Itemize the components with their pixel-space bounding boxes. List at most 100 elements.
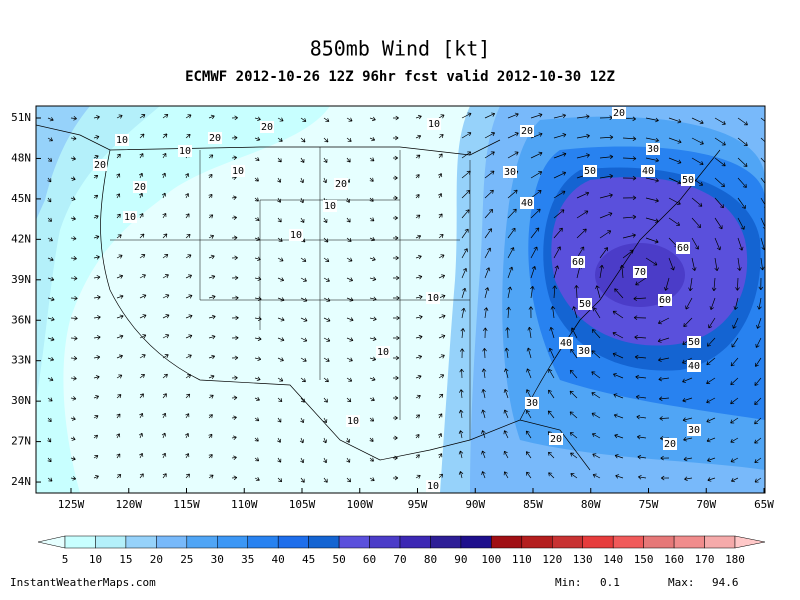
wind-arrow (415, 334, 423, 340)
contour-label-bg (676, 242, 690, 254)
wind-arrow (47, 457, 52, 463)
wind-arrow (530, 171, 543, 179)
wind-arrow (392, 295, 400, 301)
wind-arrow (323, 297, 331, 302)
colorbar-box (643, 535, 675, 549)
colorbar-high (734, 535, 766, 549)
wind-arrow (323, 377, 329, 383)
colorbar-box (95, 535, 127, 549)
wind-arrow (548, 472, 555, 479)
wind-arrow (323, 237, 329, 243)
wind-arrow (415, 374, 422, 380)
wind-arrow (47, 397, 53, 402)
wind-arrow (208, 454, 213, 459)
wind-arrow (636, 434, 647, 440)
wind-arrow (530, 208, 541, 219)
colorbar-box (673, 535, 705, 549)
colorbar-label: 20 (150, 553, 163, 566)
wind-arrow (668, 197, 681, 205)
wind-arrow (231, 155, 237, 161)
wind-arrow (254, 476, 260, 482)
wind-arrow (461, 209, 470, 219)
wind-arrow (599, 264, 604, 279)
lon-label: 110W (231, 498, 258, 511)
wind-arrow (635, 374, 647, 380)
wind-arrow (438, 294, 446, 299)
wind-arrow (599, 193, 613, 199)
wind-arrow (507, 208, 517, 219)
wind-arrow (592, 453, 601, 459)
wind-arrow (709, 297, 716, 310)
wind-arrow (231, 275, 239, 281)
wind-arrow (484, 228, 492, 239)
contour-label: 30 (647, 144, 659, 155)
colorbar-label: 180 (725, 553, 745, 566)
colorbar: 5 10 15 20 25 30 35 40 45 50 60 70 80 90 100 110 120 130 1… (37, 535, 766, 566)
wind-arrow (116, 153, 121, 159)
wind-arrow (300, 477, 305, 483)
wind-arrow (323, 157, 328, 163)
wind-arrow (633, 315, 647, 320)
wind-arrow (614, 433, 624, 439)
wind-arrow (70, 256, 77, 261)
wind-arrow (185, 374, 192, 379)
lon-label: 125W (58, 498, 85, 511)
wind-arrow (185, 294, 193, 299)
wind-arrow (754, 437, 762, 444)
wind-arrow (622, 249, 634, 259)
wind-arrow (139, 334, 147, 339)
wind-arrow (346, 317, 354, 322)
wind-arrow (415, 114, 422, 120)
wind-arrow (506, 306, 511, 319)
wind-arrow (254, 256, 261, 262)
wind-arrow (691, 217, 702, 229)
wind-arrow (323, 137, 329, 143)
wind-arrow (47, 356, 54, 362)
wind-arrow (300, 277, 307, 282)
wind-arrow (482, 348, 487, 359)
wind-arrow (570, 452, 578, 459)
wind-arrow (438, 314, 446, 319)
wind-arrow (277, 457, 282, 463)
wind-arrow (185, 133, 191, 139)
lon-label: 90W (465, 498, 485, 511)
wind-arrow (346, 117, 353, 122)
lat-label: 42N (11, 232, 31, 245)
wind-arrow (507, 227, 516, 239)
wind-arrow (323, 397, 328, 403)
wind-arrow (530, 190, 542, 199)
contour-label-bg (93, 159, 107, 171)
wind-arrow (595, 285, 601, 299)
wind-arrow (706, 437, 716, 443)
wind-arrow (503, 450, 509, 459)
wind-arrow (591, 433, 601, 439)
lon-label: 65W (754, 498, 774, 511)
wind-arrow (645, 257, 658, 266)
contour-label-bg (681, 174, 695, 186)
wind-arrow (93, 315, 101, 320)
wind-arrow (231, 315, 239, 321)
colorbar-box (156, 535, 188, 549)
wind-arrow (392, 275, 400, 281)
wind-arrow (659, 416, 670, 421)
wind-arrow (461, 228, 469, 239)
wind-arrow (346, 477, 351, 483)
wind-arrow (576, 191, 590, 199)
wind-arrow (415, 294, 423, 300)
wind-arrow (70, 396, 77, 401)
wind-arrow (70, 176, 76, 181)
wind-arrow (707, 457, 716, 462)
wind-arrow (415, 434, 420, 439)
wind-arrow (437, 433, 443, 439)
wind-arrow (300, 417, 305, 424)
wind-arrow (530, 113, 543, 119)
wind-arrow (484, 189, 494, 199)
wind-arrow (208, 294, 216, 300)
wind-arrow (622, 214, 637, 220)
wind-arrow (116, 213, 121, 219)
wind-arrow (547, 410, 555, 419)
wind-arrow (634, 354, 647, 360)
wind-arrow (550, 306, 556, 319)
min-value: 0.1 (600, 576, 620, 589)
wind-arrow (645, 217, 659, 223)
